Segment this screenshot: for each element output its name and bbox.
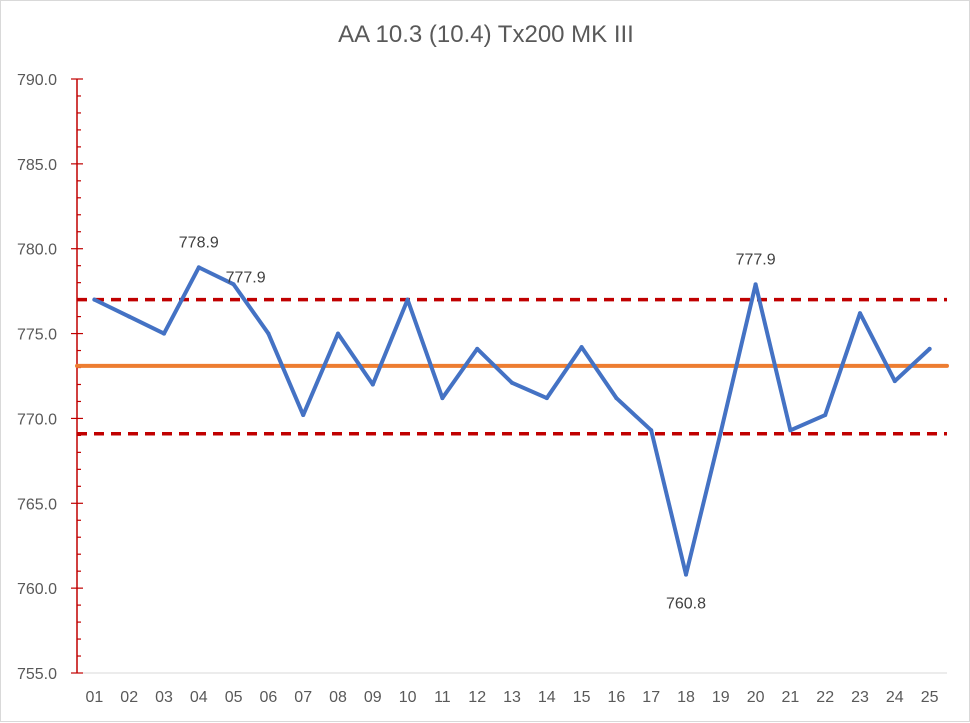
series-layer: [75, 265, 949, 577]
x-tick-label: 17: [642, 689, 660, 706]
x-tick-label: 22: [816, 689, 834, 706]
data-point: [301, 413, 306, 418]
data-point: [858, 311, 862, 316]
x-tick-label: 10: [399, 689, 417, 706]
data-point: [162, 331, 166, 336]
x-tick-label: 20: [747, 689, 765, 706]
y-tick-label: 755.0: [17, 666, 57, 683]
data-label: 760.8: [666, 596, 706, 613]
y-tick-label: 780.0: [17, 242, 57, 259]
x-tick-label: 12: [468, 689, 486, 706]
data-point: [336, 331, 340, 336]
x-tick-label: 09: [364, 689, 382, 706]
data-point: [614, 396, 619, 401]
data-point: [892, 379, 897, 384]
x-tick-label: 24: [886, 689, 904, 706]
x-tick-label: 01: [86, 689, 104, 706]
axes-layer: 755.0 760.0 765.0 770.0 775.0 780.0 785.0 790.0…: [17, 72, 947, 706]
y-tick-label: 775.0: [17, 327, 57, 344]
x-tick-label: 21: [782, 689, 800, 706]
data-point: [649, 428, 654, 433]
x-tick-label: 25: [921, 689, 939, 706]
data-point: [440, 396, 445, 401]
y-tick-label: 765.0: [17, 496, 57, 513]
x-tick-label: 19: [712, 689, 730, 706]
data-label-layer: 778.9 777.9 760.8 777.9: [179, 234, 776, 612]
data-point: [753, 282, 758, 287]
series-line-measurement: [92, 265, 932, 577]
x-tick-label: 04: [190, 689, 208, 706]
data-point: [927, 346, 932, 351]
y-tick-label: 785.0: [17, 157, 57, 174]
data-label: 777.9: [226, 269, 266, 286]
data-point: [718, 430, 723, 435]
data-point: [196, 265, 201, 270]
x-tick-label: 06: [260, 689, 278, 706]
data-point: [127, 314, 132, 319]
data-point: [823, 413, 828, 418]
data-point: [510, 380, 514, 385]
data-point: [405, 297, 410, 302]
x-tick-label: 08: [329, 689, 347, 706]
y-tick-label: 790.0: [17, 72, 57, 89]
x-tick-label: 18: [677, 689, 695, 706]
x-tick-label: 23: [851, 689, 869, 706]
data-point: [266, 331, 271, 336]
chart-title: AA 10.3 (10.4) Tx200 MK III: [338, 21, 634, 48]
y-tick-label: 760.0: [17, 581, 57, 598]
y-tick-label: 770.0: [17, 411, 57, 428]
x-tick-label: 14: [538, 689, 556, 706]
data-point: [788, 428, 793, 433]
data-point: [92, 297, 97, 302]
data-point: [684, 572, 688, 577]
x-tick-label: 13: [503, 689, 521, 706]
x-tick-label: 02: [120, 689, 138, 706]
x-tick-label: 16: [608, 689, 626, 706]
x-tick-label: 11: [434, 689, 451, 706]
data-point: [544, 396, 549, 401]
x-tick-label: 15: [573, 689, 591, 706]
data-point: [370, 382, 375, 387]
x-tick-label: 03: [155, 689, 173, 706]
data-label: 777.9: [736, 251, 776, 268]
data-point: [231, 282, 236, 287]
data-point: [579, 345, 584, 350]
data-label: 778.9: [179, 234, 219, 251]
data-point: [475, 346, 480, 351]
x-tick-label: 05: [225, 689, 243, 706]
x-tick-label: 07: [294, 689, 312, 706]
